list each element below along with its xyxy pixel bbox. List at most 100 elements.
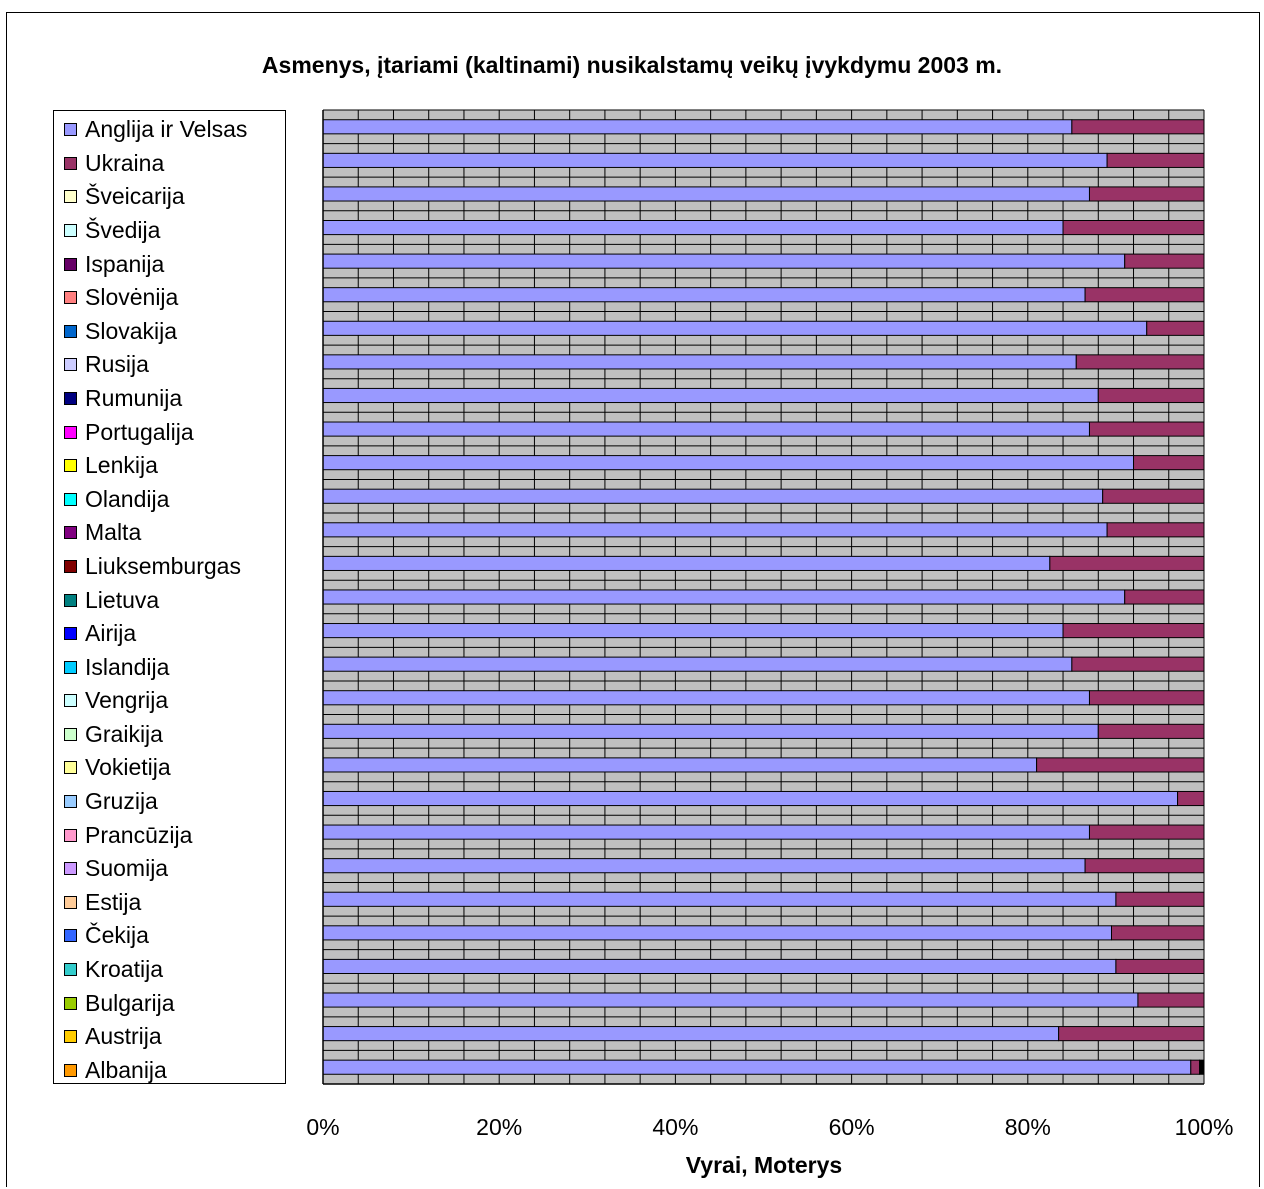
legend-item: Prancūzija [64,820,192,850]
bar-segment [1190,1059,1201,1075]
legend-label: Suomija [85,855,169,882]
legend-label: Šveicarija [85,183,185,210]
legend-item: Vengrija [64,686,168,716]
bar-segment [322,320,1148,336]
bar-segment [1088,690,1205,706]
x-tick-label: 80% [1005,1114,1051,1140]
bar-segment [322,354,1077,370]
legend-item: Suomija [64,854,168,884]
x-tick-label: 40% [652,1114,698,1140]
legend-swatch [64,996,77,1010]
bar-segment [1115,958,1205,975]
x-axis-label: Vyrai, Moterys [685,1152,843,1178]
bar-segment [322,891,1117,907]
legend-swatch [64,391,77,405]
legend-item: Malta [64,518,141,548]
legend-swatch [64,257,77,271]
legend-item: Airija [64,619,136,649]
legend-label: Albanija [85,1056,167,1083]
bar-segment [1097,387,1205,404]
bar-segment [1062,219,1205,236]
bar-segment [322,589,1126,605]
bar-segment [322,757,1038,773]
legend-swatch [64,526,77,540]
legend: Anglija ir Velsas Ukraina Šveicarija Švedij… [53,110,286,1084]
bar-segment [1146,320,1205,336]
x-tick-label: 20% [476,1114,522,1140]
legend-label: Islandija [85,653,170,680]
legend-swatch [64,1063,77,1077]
bar-segment [1124,253,1205,269]
legend-swatch [64,895,77,909]
bar-segment [1115,891,1205,907]
legend-swatch [64,224,77,238]
legend-item: Albanija [64,1055,167,1085]
legend-label: Prancūzija [85,821,193,848]
legend-swatch [64,358,77,372]
legend-item: Islandija [64,652,169,682]
legend-swatch [64,828,77,842]
legend-swatch [64,425,77,439]
legend-label: Rusija [85,351,149,378]
x-tick-label: 0% [306,1114,339,1140]
bar-segment [322,219,1064,236]
legend-swatch [64,559,77,573]
bar-segment [322,690,1090,706]
legend-item: Anglija ir Velsas [64,115,247,145]
legend-item: Graikija [64,719,163,749]
legend-swatch [64,929,77,943]
legend-swatch [64,727,77,741]
legend-swatch [64,123,77,137]
legend-swatch [64,492,77,506]
bar-segment [322,152,1108,168]
bar-segment [322,1026,1060,1042]
bar-segment [1088,824,1205,840]
legend-swatch [64,795,77,809]
legend-label: Airija [85,620,137,647]
legend-item: Estija [64,887,141,917]
legend-item: Rumunija [64,383,182,413]
bar-segment [1124,589,1205,605]
bar-segment [322,824,1090,840]
legend-swatch [64,156,77,170]
legend-swatch [64,627,77,641]
bar-segment [1075,354,1205,370]
bar-segment [1110,925,1205,941]
bar-segment [1058,1026,1205,1042]
bar-segment [1036,757,1205,773]
legend-label: Gruzija [85,788,158,815]
bar-segment [1199,1059,1205,1075]
legend-swatch [64,962,77,976]
bar-segment [1102,488,1205,504]
legend-label: Bulgarija [85,989,175,1016]
bar-segment [322,790,1179,807]
bar-segment [1071,119,1205,135]
x-tick-label: 100% [1175,1114,1234,1140]
bar-segment [1062,623,1205,639]
legend-label: Čekija [85,922,149,949]
legend-swatch [64,593,77,607]
legend-item: Bulgarija [64,988,175,1018]
legend-label: Austrija [85,1023,162,1050]
legend-item: Lietuva [64,585,159,615]
legend-label: Olandija [85,485,170,512]
legend-label: Slovėnija [85,284,179,311]
legend-item: Gruzija [64,787,158,817]
legend-label: Estija [85,888,142,915]
legend-item: Olandija [64,484,169,514]
bar-segment [322,1059,1192,1075]
bar-segment [322,522,1108,538]
legend-item: Ispanija [64,249,164,279]
legend-label: Ukraina [85,149,165,176]
bar-segment [322,455,1135,471]
legend-label: Kroatija [85,955,163,982]
legend-swatch [64,1030,77,1044]
bar-segment [322,253,1126,269]
legend-label: Ispanija [85,250,165,277]
legend-item: Austrija [64,1022,162,1052]
legend-label: Anglija ir Velsas [85,116,248,143]
legend-swatch [64,761,77,775]
legend-item: Švedija [64,216,160,246]
bar-segment [1177,790,1205,807]
legend-swatch [64,459,77,473]
